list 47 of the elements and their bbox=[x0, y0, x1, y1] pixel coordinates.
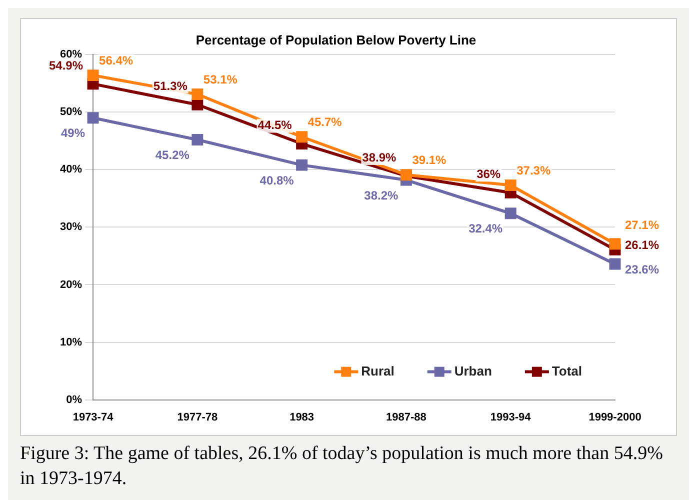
data-label: 36% bbox=[476, 166, 501, 181]
legend-label: Rural bbox=[361, 363, 394, 378]
data-label: 23.6% bbox=[625, 262, 660, 276]
y-tick-label: 10% bbox=[60, 336, 82, 348]
data-label: 37.3% bbox=[516, 164, 551, 178]
point bbox=[609, 258, 621, 270]
data-label: 53.1% bbox=[203, 72, 238, 87]
y-tick-label: 30% bbox=[60, 221, 82, 234]
data-label: 38.9% bbox=[362, 150, 397, 164]
data-label: 40.8% bbox=[260, 173, 294, 188]
point bbox=[296, 159, 308, 171]
y-tick-label: 20% bbox=[60, 278, 82, 291]
x-tick-label: 1999-2000 bbox=[588, 411, 642, 424]
y-tick-label: 0% bbox=[66, 394, 82, 406]
data-label: 39.1% bbox=[412, 153, 447, 168]
y-tick-label: 40% bbox=[60, 164, 82, 176]
x-tick-label: 1987-88 bbox=[386, 411, 426, 424]
data-label: 56.4% bbox=[99, 54, 134, 68]
point bbox=[504, 208, 516, 220]
data-label: 51.3% bbox=[153, 78, 188, 93]
legend-label: Urban bbox=[454, 363, 492, 378]
caption: Figure 3: The game of tables, 26.1% of today’s population is much more than 54.9% in 1973-1974. bbox=[20, 442, 664, 491]
data-label: 26.1% bbox=[625, 238, 660, 252]
point bbox=[192, 88, 204, 100]
data-label: 27.1% bbox=[625, 218, 660, 232]
x-tick-label: 1983 bbox=[290, 411, 314, 424]
data-label: 32.4% bbox=[468, 222, 503, 236]
point bbox=[192, 98, 204, 110]
data-label: 38.2% bbox=[364, 188, 399, 202]
data-label: 54.9% bbox=[48, 58, 84, 72]
chart-title: Percentage of Population Below Poverty Line bbox=[196, 32, 476, 48]
point bbox=[87, 70, 99, 82]
data-label: 45.7% bbox=[308, 115, 342, 130]
x-tick-label: 1973-74 bbox=[72, 411, 114, 424]
point bbox=[609, 238, 621, 250]
y-tick-label: 60% bbox=[60, 48, 82, 61]
x-tick-label: 1977-78 bbox=[177, 411, 218, 424]
y-tick-label: 50% bbox=[60, 106, 82, 118]
point bbox=[87, 112, 99, 124]
point bbox=[192, 134, 204, 146]
point bbox=[296, 131, 308, 143]
legend-label: Total bbox=[552, 363, 582, 378]
data-label: 49% bbox=[60, 126, 86, 140]
data-label: 45.2% bbox=[155, 148, 190, 162]
x-tick-label: 1993-94 bbox=[490, 411, 532, 424]
data-label: 44.5% bbox=[258, 118, 292, 132]
point bbox=[504, 179, 516, 191]
